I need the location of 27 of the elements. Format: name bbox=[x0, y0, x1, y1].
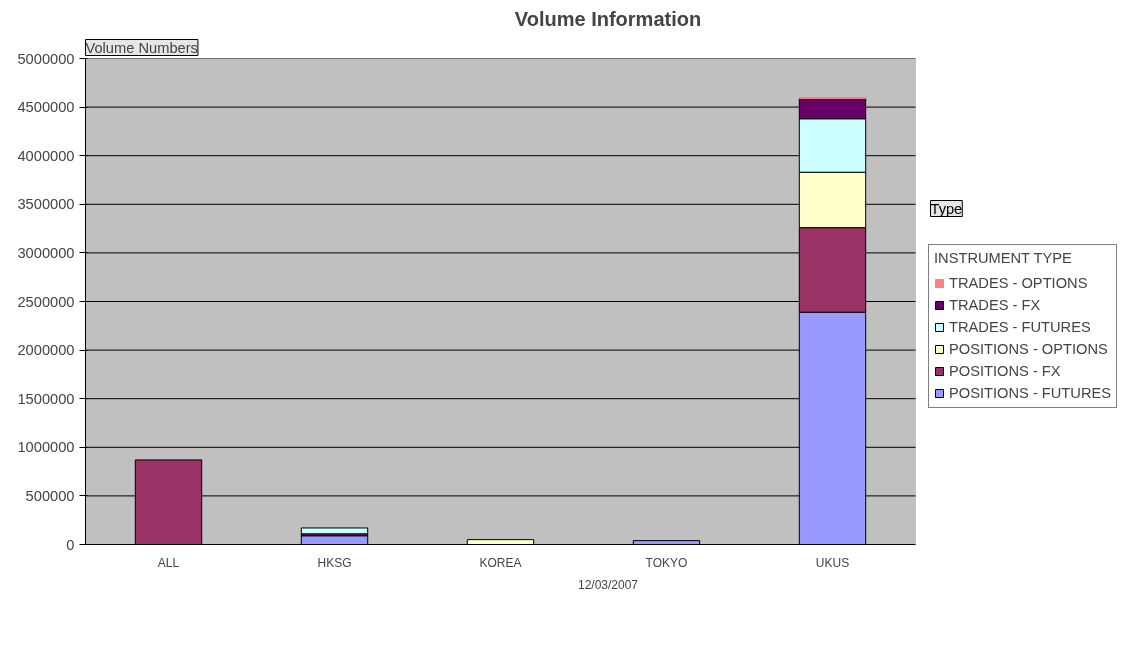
y-tick-label: 2500000 bbox=[17, 293, 75, 310]
y-tick-label: 4000000 bbox=[17, 147, 75, 164]
x-tick-label: ALL bbox=[157, 555, 180, 570]
y-tick-label: 4500000 bbox=[17, 99, 75, 116]
x-tick-label: KOREA bbox=[479, 555, 522, 570]
y-tick-label: 1000000 bbox=[17, 439, 75, 456]
y-tick-label: 0 bbox=[66, 536, 75, 553]
y-tick-label: 2000000 bbox=[17, 342, 75, 359]
legend-label: TRADES - FUTURES bbox=[949, 318, 1091, 336]
y-tick-label: 500000 bbox=[25, 487, 75, 504]
y-tick-label: 3000000 bbox=[17, 244, 75, 261]
legend-label: TRADES - OPTIONS bbox=[949, 274, 1088, 292]
x-tick-label: TOKYO bbox=[645, 555, 688, 570]
x-tick-label: UKUS bbox=[815, 555, 850, 570]
legend-label: POSITIONS - FX bbox=[949, 362, 1061, 380]
legend-title: INSTRUMENT TYPE bbox=[934, 250, 1073, 266]
y-tick-label: 1500000 bbox=[17, 390, 75, 407]
bar bbox=[300, 527, 369, 535]
legend-label: TRADES - FX bbox=[949, 296, 1041, 314]
chart-title: Volume Information bbox=[514, 7, 702, 30]
y-tick-label: 5000000 bbox=[17, 50, 75, 67]
legend-label: POSITIONS - OPTIONS bbox=[949, 340, 1108, 358]
x-axis-title: 12/03/2007 bbox=[577, 577, 639, 592]
legend-label: POSITIONS - FUTURES bbox=[949, 384, 1112, 402]
y-tick-label: 3500000 bbox=[17, 196, 75, 213]
text: Type bbox=[930, 200, 963, 217]
x-tick-label: HKSG bbox=[317, 555, 352, 570]
